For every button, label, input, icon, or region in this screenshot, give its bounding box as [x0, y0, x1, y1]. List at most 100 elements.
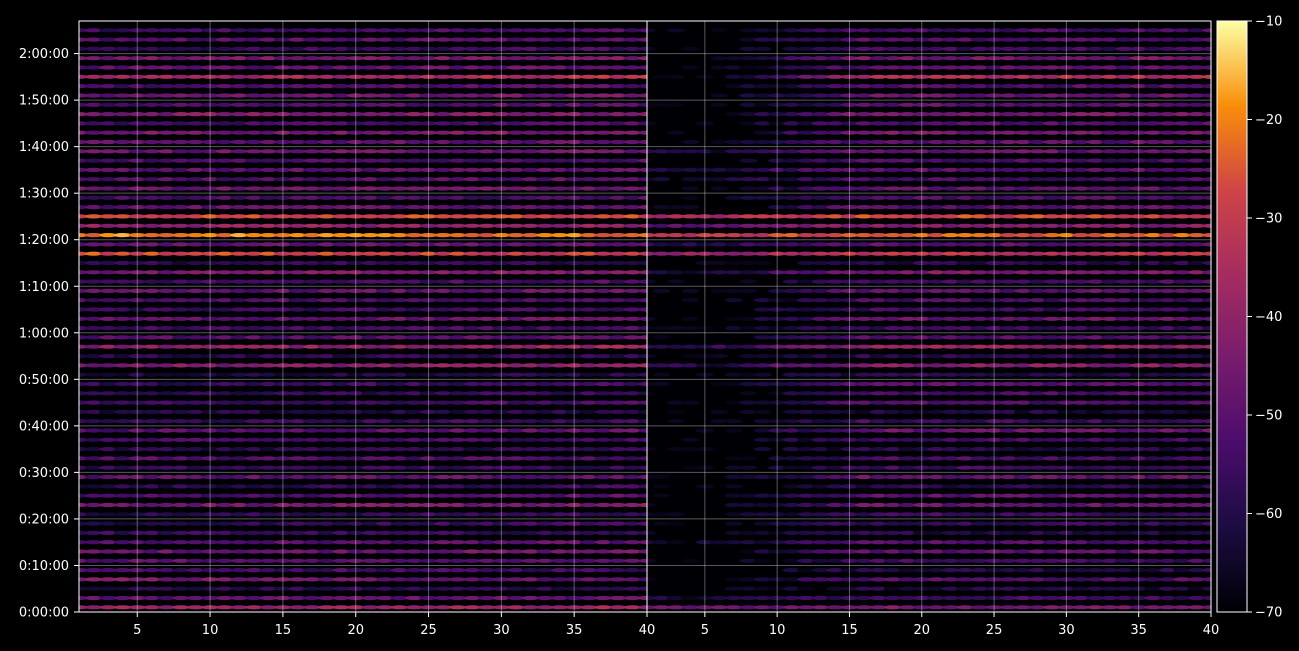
heat-cell: [390, 223, 409, 228]
heat-cell: [434, 46, 453, 52]
heat-cell: [317, 149, 336, 154]
heat-cell: [434, 316, 453, 321]
heat-cell: [448, 447, 467, 452]
heat-cell: [79, 400, 88, 405]
heat-cell: [536, 56, 555, 61]
heat-cell: [201, 502, 220, 508]
heat-cell: [346, 595, 365, 601]
heat-cell: [594, 158, 613, 163]
heat-cell: [79, 409, 88, 414]
heat-cell: [565, 493, 584, 498]
heat-cell: [186, 214, 205, 219]
heat-cell: [405, 56, 423, 61]
heat-cell: [638, 530, 647, 535]
heat-cell: [579, 335, 598, 340]
heat-cell: [419, 335, 438, 340]
heat-cell: [753, 540, 772, 545]
heat-cell: [883, 595, 902, 601]
heat-cell: [536, 512, 555, 517]
heat-cell: [142, 167, 161, 172]
heat-cell: [536, 549, 555, 554]
heat-cell: [171, 316, 190, 321]
heat-cell: [521, 102, 540, 107]
heat-cell: [317, 577, 336, 582]
heat-cell: [171, 437, 190, 442]
heat-cell: [259, 28, 278, 33]
heat-cell: [753, 372, 772, 377]
heat-cell: [506, 437, 525, 442]
heat-cell: [623, 65, 642, 70]
heat-cell: [970, 530, 989, 536]
heat-cell: [1071, 558, 1090, 563]
heat-cell: [303, 242, 321, 247]
heat-cell: [521, 214, 540, 219]
heat-cell: [230, 465, 249, 470]
heat-cell: [303, 223, 321, 228]
heat-cell: [724, 428, 743, 433]
heat-cell: [171, 260, 190, 266]
heat-cell: [753, 530, 772, 536]
heat-cell: [405, 419, 423, 424]
heat-cell: [332, 335, 351, 340]
heat-cell: [797, 530, 816, 536]
heat-cell: [594, 568, 613, 573]
heat-cell: [288, 167, 307, 172]
heat-cell: [623, 279, 642, 284]
heat-cell: [303, 577, 321, 582]
heat-cell: [273, 344, 292, 349]
heat-cell: [477, 74, 496, 79]
heat-cell: [506, 493, 525, 498]
heat-cell: [142, 233, 161, 238]
heat-cell: [303, 540, 321, 545]
heat-cell: [375, 316, 394, 321]
heat-cell: [288, 177, 307, 182]
heat-cell: [1115, 568, 1134, 573]
heat-cell: [273, 493, 292, 498]
heat-cell: [550, 465, 569, 470]
heat-cell: [521, 465, 540, 470]
heat-cell: [550, 214, 569, 219]
heat-cell: [710, 186, 729, 191]
heat-cell: [79, 595, 88, 601]
heat-cell: [157, 205, 176, 210]
heat-cell: [288, 363, 307, 368]
heat-cell: [186, 102, 205, 107]
heat-cell: [927, 540, 946, 545]
heat-cell: [419, 195, 438, 200]
heat-cell: [332, 93, 351, 98]
heat-cell: [477, 279, 496, 284]
heat-cell: [492, 493, 511, 498]
heat-cell: [565, 381, 584, 387]
heat-cell: [811, 577, 830, 582]
heat-cell: [273, 37, 292, 42]
heat-cell: [201, 298, 220, 303]
heat-cell: [405, 428, 423, 433]
heat-cell: [405, 130, 423, 135]
heat-cell: [273, 335, 292, 340]
heat-cell: [506, 484, 525, 489]
heat-cell: [171, 549, 190, 554]
heat-cell: [623, 502, 642, 508]
heat-cell: [912, 577, 931, 582]
heat-cell: [317, 474, 336, 480]
heat-cell: [506, 260, 525, 266]
heat-cell: [113, 270, 132, 275]
heat-cell: [448, 149, 467, 154]
heat-cell: [288, 512, 307, 517]
heat-cell: [157, 447, 176, 452]
heat-cell: [375, 270, 394, 275]
heat-cell: [157, 84, 176, 89]
heat-cell: [375, 549, 394, 554]
heat-cell: [419, 307, 438, 312]
heat-cell: [927, 502, 946, 508]
heat-cell: [1173, 502, 1192, 508]
heat-cell: [434, 186, 453, 191]
heat-cell: [405, 84, 423, 89]
heat-cell: [390, 447, 409, 452]
x-tick-label: 40: [639, 623, 656, 638]
heat-cell: [171, 530, 190, 536]
heat-cell: [230, 130, 249, 135]
heat-cell: [1129, 530, 1148, 536]
heat-cell: [303, 279, 321, 284]
